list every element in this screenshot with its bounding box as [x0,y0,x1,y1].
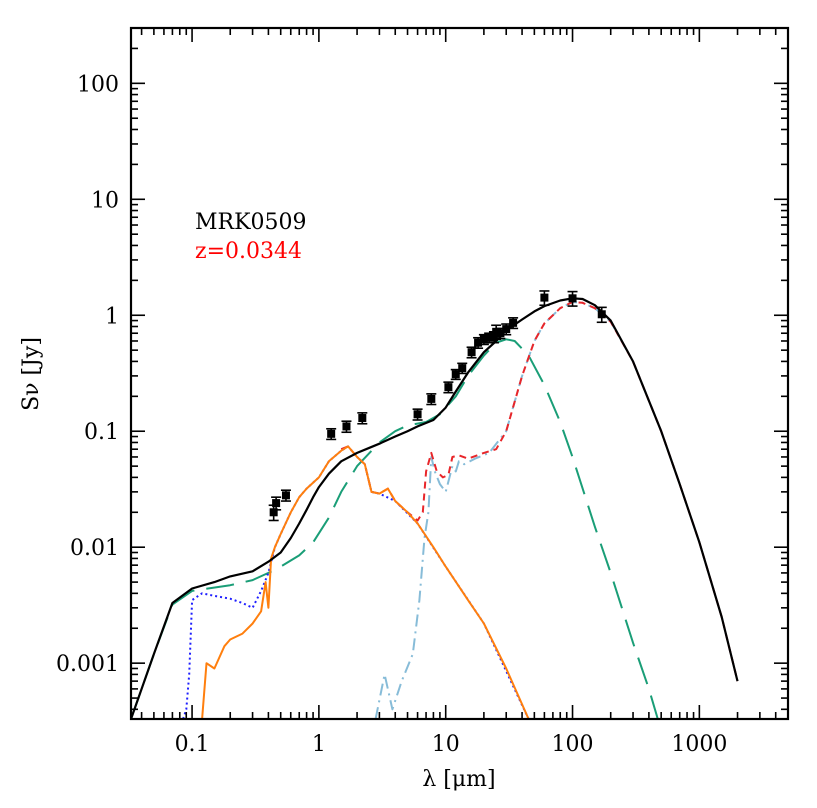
series-line-stellar-blue [182,445,530,719]
series-line-starburst [374,301,739,719]
y-tick-label: 1 [105,304,119,329]
series-line-host-galaxy [201,445,530,719]
tick-labels: 0.1 1 10 100 1000 0.001 0.01 0.1 1 10 100 [56,72,727,757]
data-point [342,422,351,431]
data-point [540,293,549,302]
series-line-agn-torus [131,338,659,719]
x-tick-label: 1000 [671,732,727,757]
data-point [358,414,367,423]
y-tick-label: 10 [91,188,119,213]
data-point [489,332,498,341]
data-point [272,499,281,508]
data-point [413,410,422,419]
series-line-starburst-red [340,301,739,682]
y-tick-label: 0.1 [84,420,119,445]
y-tick-label: 0.01 [70,536,119,561]
data-point [479,335,488,344]
data-point [502,325,511,334]
data-point [281,491,290,500]
data-point [474,338,483,347]
y-tick-label: 100 [77,72,119,97]
series-line-total [131,297,739,719]
x-axis-title: λ [μm] [422,767,495,792]
y-axis-title: Sν [Jy] [19,337,44,411]
data-point [269,508,278,517]
series-layer [131,297,739,719]
ticks-layer [131,27,789,719]
plot-frame [129,26,790,721]
data-point [496,329,505,338]
data-point [427,394,436,403]
data-point [327,429,336,438]
data-point [509,318,518,327]
x-tick-label: 100 [552,732,594,757]
x-tick-label: 10 [432,732,460,757]
data-point [444,383,453,392]
data-point [597,310,606,319]
source-name-annotation: MRK0509 [195,210,307,235]
x-tick-label: 1 [312,732,326,757]
data-point [467,348,476,357]
x-tick-label: 0.1 [175,732,210,757]
data-point [451,370,460,379]
data-point [568,294,577,303]
observations-layer [268,290,607,522]
data-point [485,333,494,342]
y-tick-label: 0.001 [56,652,119,677]
data-point [458,364,467,373]
data-point [492,327,501,336]
redshift-annotation: z=0.0344 [195,239,302,264]
